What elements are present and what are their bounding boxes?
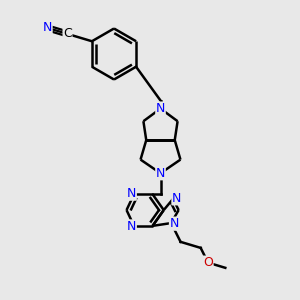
Text: N: N [169, 217, 179, 230]
Text: N: N [127, 187, 136, 200]
Text: N: N [156, 102, 165, 115]
Text: N: N [43, 21, 52, 34]
Text: C: C [63, 27, 72, 40]
Text: N: N [127, 220, 136, 233]
Text: O: O [203, 256, 213, 269]
Text: N: N [172, 192, 181, 205]
Text: N: N [156, 167, 165, 180]
